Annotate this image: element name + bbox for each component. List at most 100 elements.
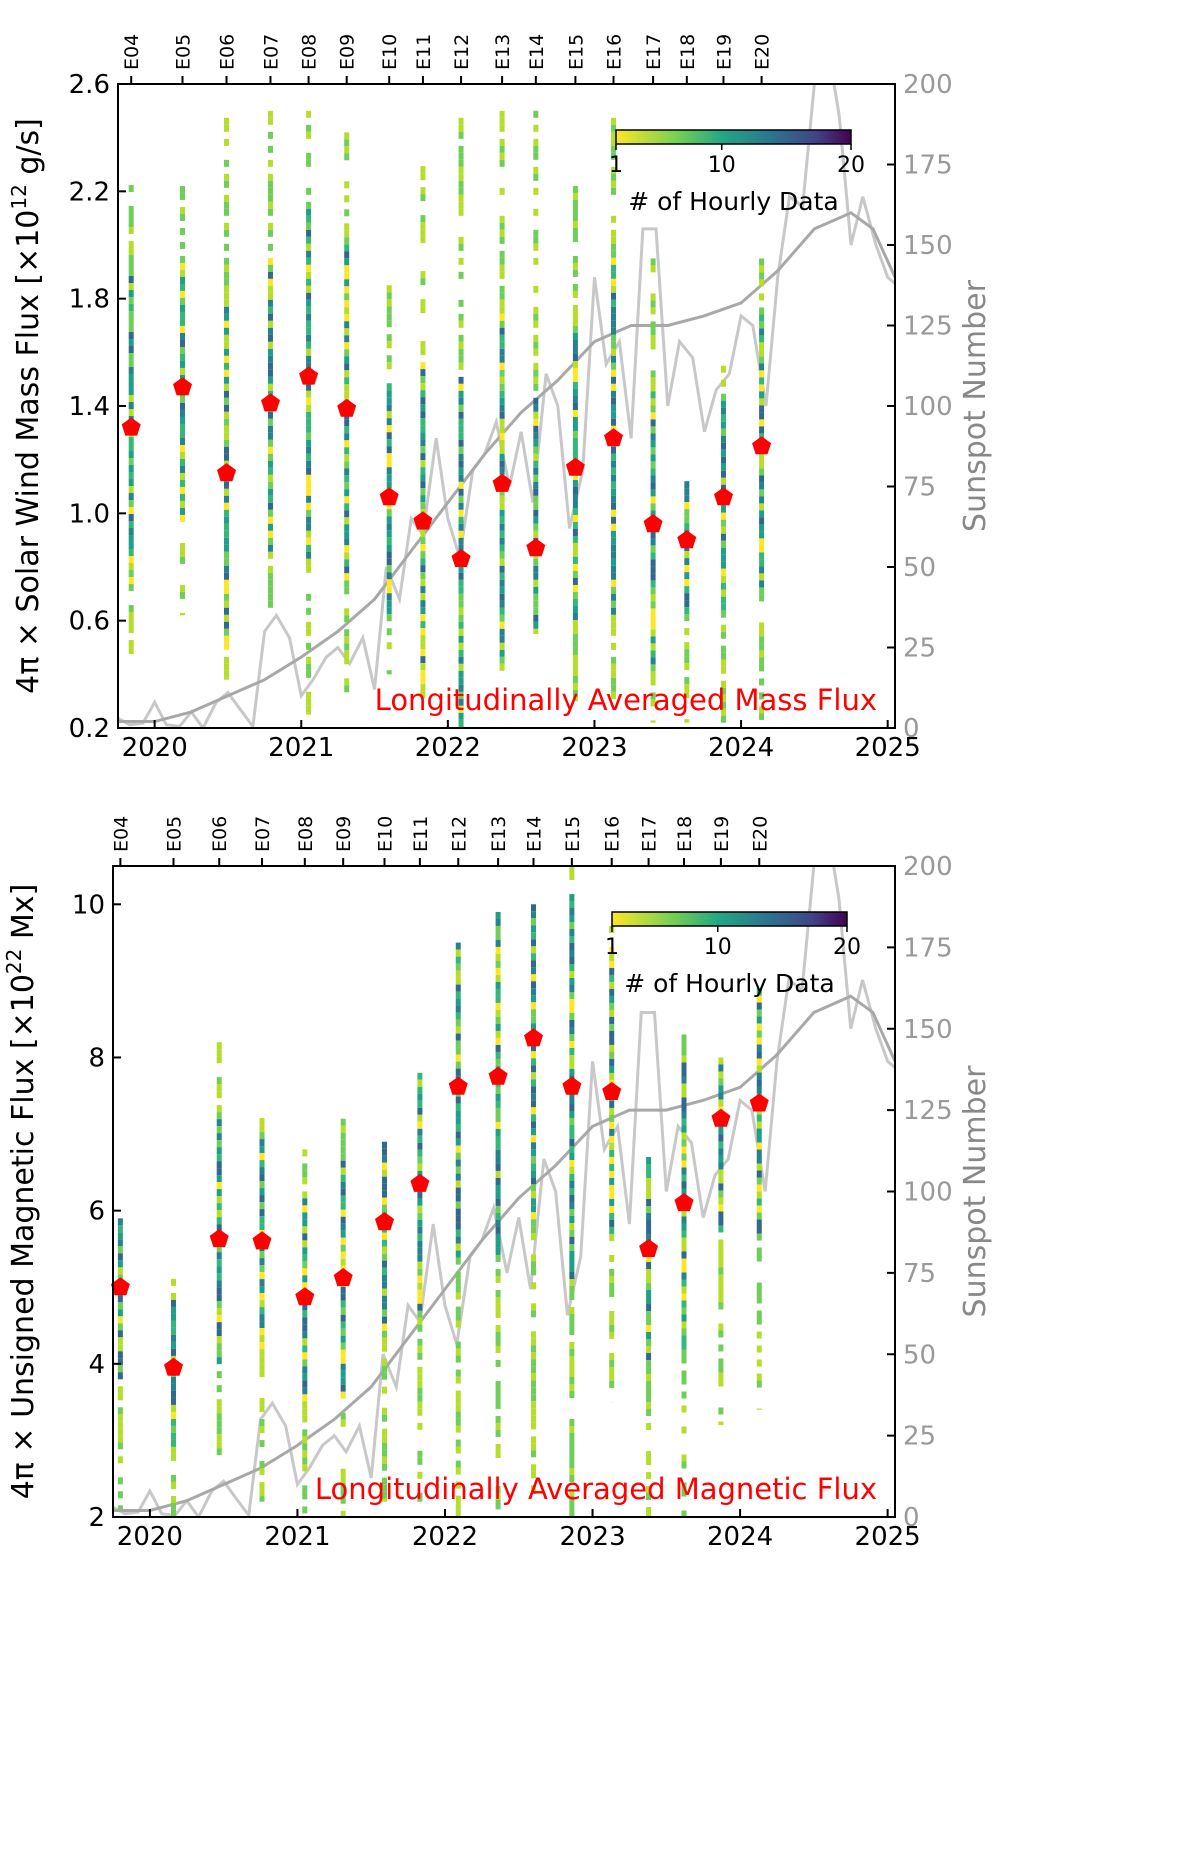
colorbar-label: # of Hourly Data [628,187,839,216]
marker-E20 [749,1093,769,1112]
y-axis-label-unit: Mx] [6,884,41,949]
y-axis-label-unit: g/s] [11,118,46,184]
marker-E09 [337,398,357,417]
encounter-label: E12 [451,34,473,70]
distribution-bar-E13 [495,911,501,1510]
distribution-bar-E20 [756,988,762,1410]
marker-E17 [643,514,663,533]
distribution-bar-E15 [572,185,578,702]
marker-E08 [295,1287,315,1306]
ytick-label: 6 [88,1197,105,1227]
marker-E12 [451,549,471,567]
y-axis-label-main: Unsigned Magnetic Flux [×10 [6,974,41,1418]
ytick-label: 0.2 [69,714,110,744]
xtick-label: 2023 [561,733,627,763]
y2-axis-label: Sunspot Number [958,1065,993,1318]
encounter-label: E05 [163,816,185,852]
xtick-label: 2022 [412,1522,478,1552]
y2-axis-label: Sunspot Number [958,279,993,532]
marker-E08 [299,366,319,385]
colorbar-tick-label: 10 [704,935,732,960]
encounter-label: E10 [374,816,396,852]
y2tick-label: 150 [903,231,953,261]
y2tick-label: 175 [903,933,953,963]
encounter-label: E07 [260,34,282,70]
marker-E17 [639,1238,659,1257]
marker-E07 [252,1231,272,1250]
distribution-bar-E15 [569,866,575,1517]
mass-flux-panel: 0.2 0.6 1.0 1.4 1.8 2.2 2.6 0 25 50 75 100 125 150 175… [7,34,993,763]
distribution-bar-E05 [180,185,186,616]
ytick-label: 1.0 [69,499,110,529]
y2tick-label: 50 [903,553,936,583]
encounter-label: E16 [602,816,624,852]
xtick-label: 2025 [855,733,921,763]
encounter-label: E19 [711,816,733,852]
ytick-label: 0.6 [69,607,110,637]
encounter-label: E15 [562,816,584,852]
marker-E19 [714,487,733,506]
distribution-bar-E06 [223,117,229,680]
distribution-bar-E16 [609,925,615,1403]
xtick-label: 2021 [264,1522,330,1552]
marker-E16 [602,1081,622,1100]
distribution-bar-E11 [420,166,426,699]
marker-E14 [524,1028,543,1047]
encounter-label: E12 [448,816,470,852]
distribution-bar-E10 [381,1141,387,1502]
y2tick-label: 25 [903,1422,936,1452]
ytick-label: 8 [88,1043,105,1073]
marker-E11 [410,1173,430,1192]
xtick-label: 2025 [855,1522,921,1552]
xtick-label: 2021 [268,733,334,763]
encounter-label: E16 [604,34,626,70]
encounter-label: E04 [110,816,132,852]
marker-E14 [526,538,546,557]
encounter-label: E15 [565,34,587,70]
encounter-label: E11 [410,816,432,852]
y2tick-label: 75 [903,1259,936,1289]
distribution-bar-E07 [267,110,273,608]
distribution-bar-E08 [306,110,312,715]
encounter-label: E20 [752,34,774,70]
encounter-label: E17 [639,816,661,852]
colorbar-tick-label: 10 [708,153,736,178]
ytick-label: 1.8 [69,285,110,315]
marker-E07 [261,393,280,412]
marker-E05 [164,1357,183,1376]
y2tick-label: 200 [903,852,953,882]
distribution-bar-E10 [386,285,392,675]
distribution-bar-E05 [170,1278,176,1517]
distribution-bar-E12 [455,942,461,1517]
marker-E10 [379,487,399,506]
distribution-bar-E18 [681,1034,687,1517]
encounter-label: E04 [121,34,143,70]
colorbar [615,129,852,145]
distribution-bar-E13 [499,110,505,671]
distribution-bar-E07 [259,1118,265,1502]
y2tick-label: 50 [903,1340,936,1370]
y-axis-label-prefix: 4π × [11,613,46,694]
encounter-label: E05 [173,34,195,70]
distribution-bar-E20 [759,258,765,720]
sunspot-smoothed-line [113,994,895,1512]
marker-E18 [674,1193,694,1212]
marker-E16 [604,428,623,447]
encounter-label: E08 [295,816,317,852]
marker-E15 [565,457,585,476]
distribution-bar-E17 [650,258,656,723]
marker-E05 [173,377,192,396]
encounter-label: E09 [333,816,355,852]
encounter-label: E14 [526,34,548,70]
marker-E04 [121,417,141,436]
marker-E13 [488,1066,508,1085]
colorbar-tick-label: 20 [837,153,865,178]
plot-frame [117,83,896,729]
sunspot-smoothed-line [118,211,895,724]
colorbar-label: # of Hourly Data [624,969,835,998]
encounter-label: E09 [337,34,359,70]
xtick-label: 2022 [415,733,481,763]
marker-E11 [413,511,433,530]
y2tick-label: 0 [903,1503,920,1533]
